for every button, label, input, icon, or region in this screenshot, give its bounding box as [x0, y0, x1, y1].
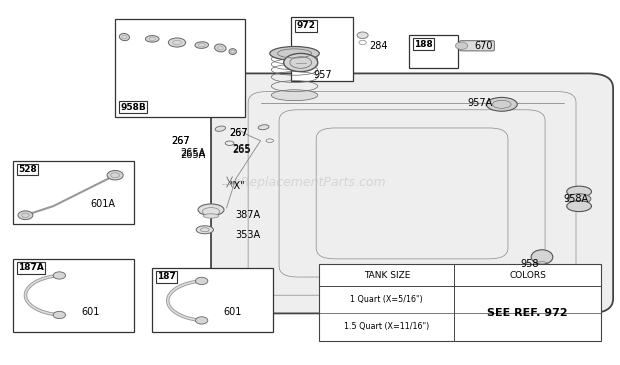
Text: 265: 265 — [232, 144, 251, 154]
Ellipse shape — [146, 36, 159, 42]
Text: COLORS: COLORS — [509, 270, 546, 280]
Text: 958B: 958B — [120, 103, 146, 112]
Text: 1 Quart (X=5/16"): 1 Quart (X=5/16") — [350, 295, 423, 304]
Text: eReplacementParts.com: eReplacementParts.com — [234, 176, 386, 189]
Ellipse shape — [567, 186, 591, 197]
Circle shape — [195, 277, 208, 285]
Bar — [115, 19, 245, 117]
Ellipse shape — [195, 42, 208, 48]
Text: TANK SIZE: TANK SIZE — [364, 270, 410, 280]
Circle shape — [53, 311, 66, 319]
FancyBboxPatch shape — [459, 41, 494, 51]
Text: 958: 958 — [520, 259, 539, 269]
Text: SEE REF. 972: SEE REF. 972 — [487, 308, 568, 318]
Text: 353A: 353A — [236, 230, 261, 240]
Text: 387A: 387A — [236, 210, 261, 220]
Circle shape — [455, 42, 467, 49]
Bar — [153, 268, 273, 331]
Circle shape — [107, 170, 123, 180]
Text: 267: 267 — [229, 128, 248, 138]
Ellipse shape — [272, 90, 317, 101]
Text: 188: 188 — [414, 39, 433, 49]
Text: 187: 187 — [157, 272, 176, 281]
Ellipse shape — [198, 204, 224, 216]
Text: "X": "X" — [229, 181, 245, 191]
Circle shape — [18, 211, 33, 220]
Ellipse shape — [486, 97, 517, 111]
Circle shape — [53, 272, 66, 279]
Text: 267: 267 — [171, 136, 190, 146]
Ellipse shape — [215, 126, 226, 131]
Ellipse shape — [196, 226, 213, 234]
Text: 601: 601 — [223, 307, 242, 316]
Circle shape — [195, 317, 208, 324]
Bar — [13, 161, 134, 224]
Ellipse shape — [531, 250, 553, 264]
Text: 187A: 187A — [18, 263, 44, 272]
Text: 601A: 601A — [91, 199, 115, 209]
Text: 601: 601 — [81, 307, 99, 316]
Bar — [13, 259, 134, 331]
Text: 267: 267 — [171, 136, 190, 146]
Bar — [291, 17, 353, 81]
Bar — [409, 35, 458, 68]
Ellipse shape — [169, 38, 185, 47]
Text: 265: 265 — [232, 145, 251, 155]
Text: 957: 957 — [313, 70, 332, 80]
FancyBboxPatch shape — [211, 73, 613, 314]
Ellipse shape — [270, 46, 319, 60]
Bar — [319, 264, 601, 341]
Text: 972: 972 — [296, 22, 316, 30]
Ellipse shape — [258, 125, 269, 130]
Ellipse shape — [229, 49, 236, 54]
Text: 284: 284 — [369, 41, 388, 51]
Circle shape — [357, 32, 368, 39]
Ellipse shape — [203, 214, 219, 218]
Text: 265A: 265A — [180, 150, 205, 160]
Text: 265A: 265A — [180, 148, 205, 158]
Text: 528: 528 — [18, 165, 37, 174]
Text: 958A: 958A — [564, 194, 589, 204]
Text: 267: 267 — [229, 128, 248, 138]
Text: 670: 670 — [474, 41, 492, 51]
Ellipse shape — [567, 201, 591, 212]
Ellipse shape — [567, 194, 591, 204]
Ellipse shape — [120, 34, 130, 41]
Text: 1.5 Quart (X=11/16"): 1.5 Quart (X=11/16") — [344, 322, 430, 331]
Ellipse shape — [215, 44, 226, 52]
Ellipse shape — [284, 53, 317, 72]
Text: 957A: 957A — [467, 97, 493, 108]
